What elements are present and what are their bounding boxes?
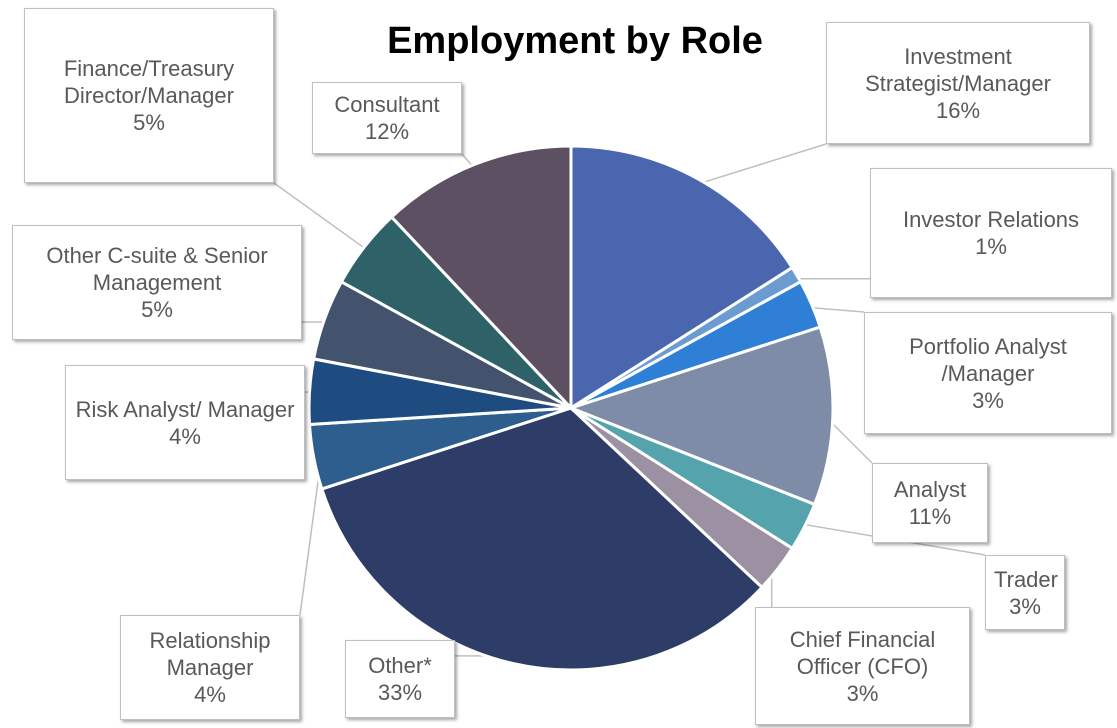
slices [307,144,835,672]
chart-title: Employment by Role [387,20,763,62]
label-name: Trader [994,566,1058,592]
data-label: Finance/Treasury Director/Manager 5% [24,8,274,183]
label-name: Analyst [893,477,967,502]
data-label: Investor Relations 1% [870,168,1112,298]
data-label: Consultant 12% [312,82,462,154]
label-name: Other* [368,653,432,678]
label-value: 33% [377,680,423,705]
label-name: Other C-suite & Senior Management [46,243,268,295]
data-label: Other C-suite & Senior Management 5% [12,225,302,340]
label-name: Consultant [334,92,440,117]
label-name: Risk Analyst/ Manager [75,396,295,422]
label-name: Chief Financial Officer (CFO) [789,626,936,679]
label-name: Investment Strategist/Manager [865,43,1051,96]
data-label: Chief Financial Officer (CFO) 3% [755,607,970,725]
data-label: Portfolio Analyst /Manager 3% [864,312,1112,434]
data-label: Trader 3% [985,555,1065,630]
leader-line [273,182,371,253]
data-label: Other* 33% [345,640,455,718]
label-value: 12% [364,119,410,144]
label-value: 1% [975,234,1007,259]
slice [389,144,573,412]
label-name: Relationship Manager [149,628,271,680]
label-name: Portfolio Analyst /Manager [909,333,1067,386]
leader-line [693,143,827,187]
label-name: Investor Relations [902,207,1080,232]
label-value: 11% [908,504,952,529]
label-value: 3% [972,387,1004,413]
data-label: Risk Analyst/ Manager 4% [65,365,305,480]
data-label: Relationship Manager 4% [120,615,300,720]
label-value: 5% [133,110,165,135]
slice [569,144,795,411]
slice [566,325,835,507]
leader-line [299,455,323,616]
label-value: 3% [846,680,879,706]
label-name: Finance/Treasury Director/Manager [63,56,235,108]
label-value: 16% [935,97,981,123]
label-value: 4% [194,682,226,707]
label-value: 5% [141,297,173,322]
label-value: 4% [169,423,201,449]
slice [319,406,765,672]
label-value: 3% [1009,593,1041,619]
data-label: Investment Strategist/Manager 16% [826,22,1090,144]
data-label: Analyst 11% [872,463,988,543]
